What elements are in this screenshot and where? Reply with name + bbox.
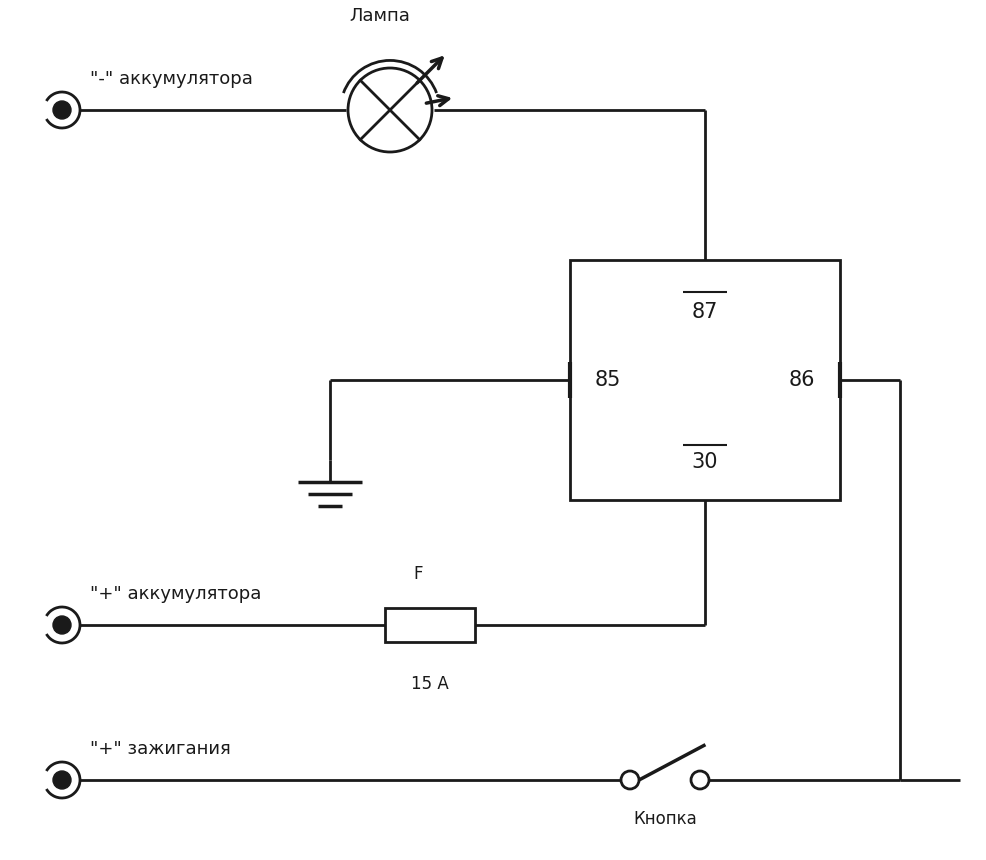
Circle shape [621, 771, 639, 789]
Text: 15 А: 15 А [411, 675, 449, 693]
Circle shape [691, 771, 709, 789]
Text: Лампа: Лампа [350, 7, 410, 25]
Text: F: F [413, 565, 423, 583]
Text: 86: 86 [789, 370, 815, 390]
Bar [570, 260, 840, 500]
Text: 87: 87 [692, 302, 718, 322]
Text: "+" аккумулятора: "+" аккумулятора [90, 585, 261, 603]
Text: Кнопка: Кнопка [633, 810, 697, 828]
Bar [385, 608, 475, 642]
Text: 30: 30 [692, 452, 718, 472]
Text: "+" зажигания: "+" зажигания [90, 740, 231, 758]
Circle shape [53, 101, 71, 119]
Circle shape [53, 616, 71, 634]
Circle shape [53, 771, 71, 789]
Text: "-" аккумулятора: "-" аккумулятора [90, 70, 252, 88]
Text: 85: 85 [595, 370, 621, 390]
